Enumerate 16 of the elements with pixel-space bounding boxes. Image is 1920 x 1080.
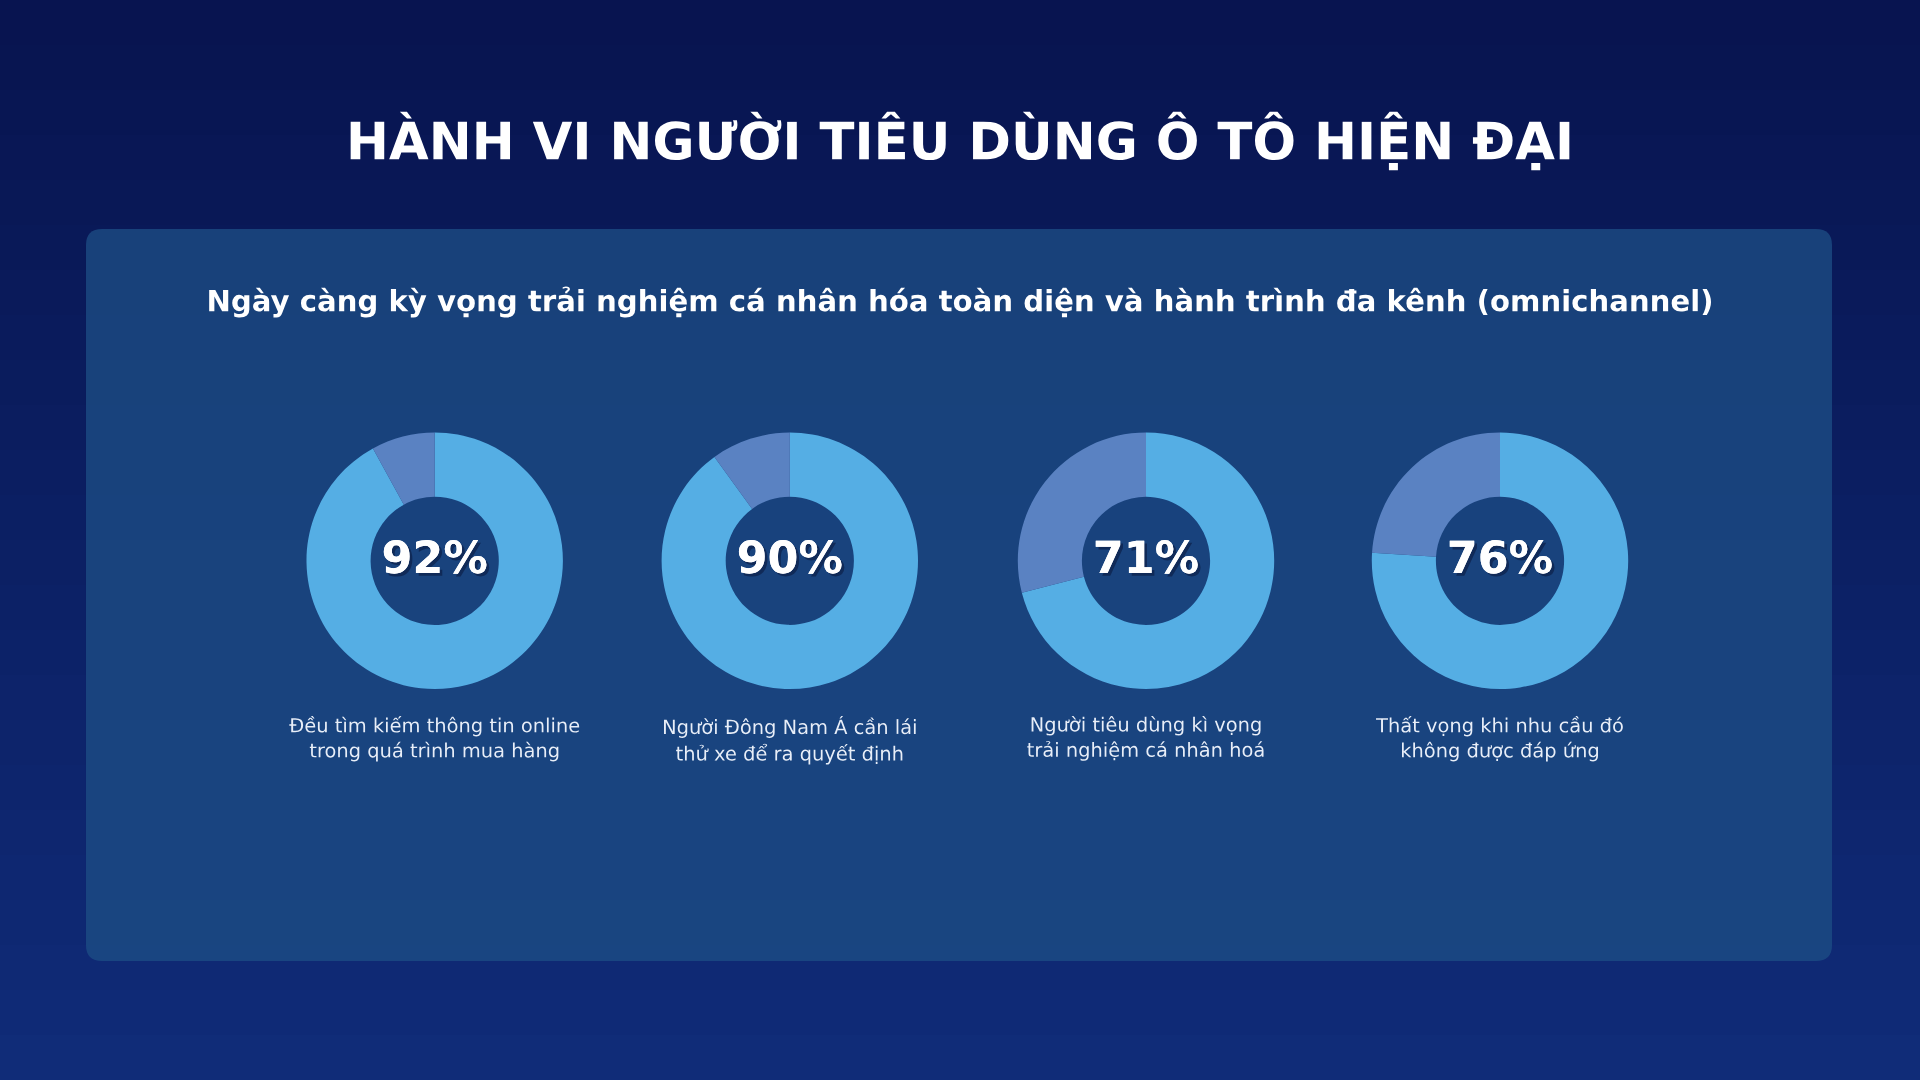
text: Người tiêu dùng kì vọng trải nghiệm cá nhân hoá (1027, 715, 1264, 761)
text: Đều tìm kiếm thông tin online trong quá trình mua hàng (289, 715, 580, 762)
donut-slice (306, 432, 563, 689)
text: HÀNH VI NGƯỜI TIÊU DÙNG Ô TÔ HIỆN ĐẠI (350, 111, 1570, 171)
text: Thất vọng khi nhu cầu đó không được đáp ứng (1376, 715, 1623, 762)
data-label: 92% (383, 540, 490, 577)
text: Người Đông Nam Á cần lái thử xe để ra quyết định (664, 715, 916, 765)
data-label: 76% (1449, 540, 1555, 577)
data-label: 90% (738, 540, 845, 577)
donut-slice (372, 432, 435, 505)
text: Ngày càng kỳ vọng trải nghiệm cá nhân hóa toàn diện và hành trình đa kênh (omnichannel) (209, 286, 1712, 318)
data-label: 71% (1095, 540, 1201, 577)
donut-slice (1371, 432, 1629, 689)
donut-slice (661, 432, 918, 689)
donut-slice (1021, 432, 1275, 689)
donut-slice (714, 432, 790, 509)
